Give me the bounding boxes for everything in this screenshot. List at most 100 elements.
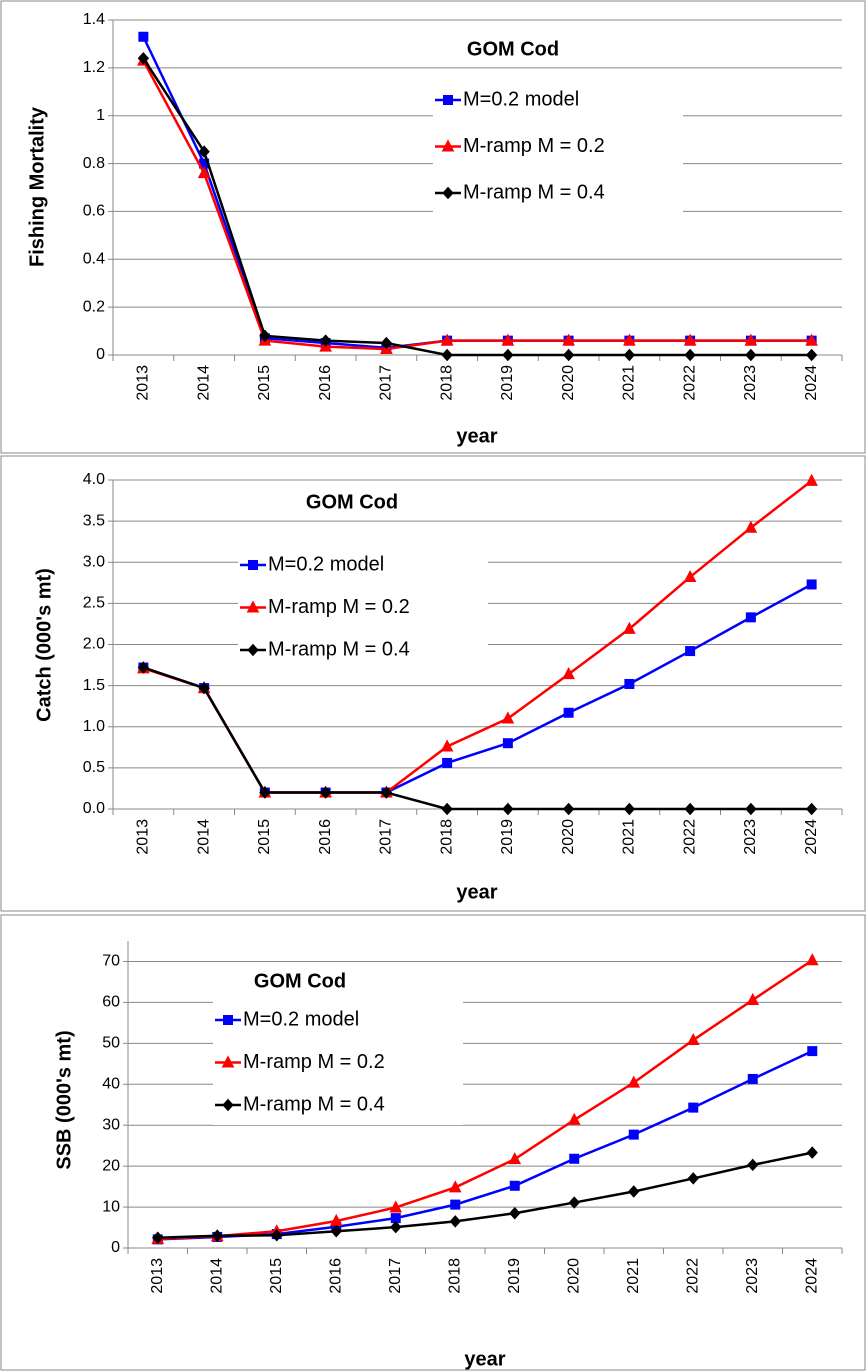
title-background xyxy=(292,488,412,518)
legend-background xyxy=(433,80,683,213)
marker xyxy=(509,1180,520,1191)
x-axis-label: year xyxy=(456,881,497,903)
y-tick-label: 1.5 xyxy=(83,677,105,694)
marker xyxy=(502,802,514,816)
legend-background xyxy=(238,545,488,670)
y-tick-label: 1.0 xyxy=(83,718,105,735)
marker xyxy=(628,1185,640,1198)
x-tick-label: 2018 xyxy=(446,1258,463,1294)
legend-marker xyxy=(246,600,260,613)
x-tick-label: 2020 xyxy=(565,1258,582,1294)
y-tick-label: 50 xyxy=(102,1035,120,1052)
marker xyxy=(502,348,514,362)
chart-title: GOM Cod xyxy=(254,970,346,992)
marker xyxy=(502,738,513,749)
marker xyxy=(501,333,515,346)
legend-label: M=0.2 model xyxy=(243,1008,359,1030)
marker xyxy=(624,678,635,689)
marker xyxy=(683,333,697,346)
x-tick-label: 2014 xyxy=(195,365,212,401)
marker xyxy=(744,333,758,346)
legend-label: M=0.2 model xyxy=(463,88,579,110)
marker xyxy=(805,348,818,362)
series-line xyxy=(157,1151,813,1240)
x-tick-label: 2016 xyxy=(317,819,334,855)
y-tick-label: 1 xyxy=(96,107,105,124)
x-tick-label: 2019 xyxy=(506,1258,523,1294)
y-tick-label: 0.8 xyxy=(83,155,105,172)
legend-label: M-ramp M = 0.4 xyxy=(268,638,410,660)
marker xyxy=(211,1229,223,1242)
legend-label: M-ramp M = 0.2 xyxy=(463,135,605,157)
x-tick-label: 2014 xyxy=(195,819,212,855)
x-tick-label: 2023 xyxy=(742,365,759,401)
marker xyxy=(380,336,393,350)
marker xyxy=(805,333,818,346)
marker xyxy=(805,802,818,816)
marker xyxy=(562,667,575,680)
marker xyxy=(683,569,697,583)
x-tick-label: 2024 xyxy=(803,819,820,855)
legend-marker xyxy=(443,95,453,105)
marker xyxy=(747,1158,759,1172)
x-tick-label: 2023 xyxy=(744,1258,761,1294)
marker xyxy=(440,739,454,752)
x-tick-label: 2023 xyxy=(742,819,759,855)
y-tick-label: 20 xyxy=(102,1157,120,1174)
marker xyxy=(628,1129,639,1140)
marker xyxy=(319,786,332,799)
marker xyxy=(449,1215,461,1228)
marker xyxy=(805,473,818,486)
y-tick-label: 0 xyxy=(111,1239,120,1256)
marker xyxy=(745,802,757,816)
marker xyxy=(562,333,575,346)
y-tick-label: 0.5 xyxy=(83,759,105,776)
marker xyxy=(380,786,393,799)
marker xyxy=(806,1146,818,1159)
x-tick-label: 2021 xyxy=(621,365,638,401)
marker xyxy=(509,1206,521,1220)
x-tick-label: 2022 xyxy=(684,1258,701,1294)
marker xyxy=(198,145,210,158)
marker xyxy=(442,757,453,768)
marker xyxy=(448,1180,462,1193)
marker xyxy=(197,166,211,179)
legend-label: M-ramp M = 0.2 xyxy=(243,1051,385,1073)
panel xyxy=(0,914,866,1371)
marker xyxy=(807,1046,818,1057)
chart-title: GOM Cod xyxy=(306,491,398,513)
x-tick-label: 2020 xyxy=(560,819,577,855)
marker xyxy=(684,348,696,362)
legend-marker xyxy=(223,1015,233,1025)
legend-label: M-ramp M = 0.2 xyxy=(268,596,410,618)
marker xyxy=(441,348,453,362)
y-tick-label: 4.0 xyxy=(83,471,105,488)
x-tick-label: 2015 xyxy=(256,365,273,401)
marker xyxy=(441,802,453,816)
legend-label: M-ramp M = 0.4 xyxy=(243,1093,385,1115)
marker xyxy=(568,1196,580,1209)
marker xyxy=(501,711,515,724)
marker xyxy=(198,681,210,695)
y-axis-label: SSB (000's mt) xyxy=(53,1030,75,1169)
x-tick-label: 2016 xyxy=(327,1258,344,1294)
panel xyxy=(0,0,866,454)
x-tick-label: 2018 xyxy=(438,819,455,855)
y-tick-label: 0 xyxy=(96,346,105,363)
legend-marker xyxy=(247,643,259,657)
y-tick-label: 60 xyxy=(102,994,120,1011)
y-tick-label: 0.4 xyxy=(83,251,105,268)
marker xyxy=(805,953,819,966)
marker xyxy=(685,646,696,657)
x-tick-label: 2015 xyxy=(268,1258,285,1294)
x-tick-label: 2017 xyxy=(387,1258,404,1294)
marker xyxy=(271,1229,283,1242)
marker xyxy=(623,348,636,362)
x-tick-label: 2017 xyxy=(378,365,395,401)
legend-background xyxy=(213,1000,463,1125)
y-tick-label: 10 xyxy=(102,1198,120,1215)
y-tick-label: 1.4 xyxy=(83,11,105,28)
x-tick-label: 2022 xyxy=(681,365,698,401)
x-tick-label: 2021 xyxy=(625,1258,642,1294)
